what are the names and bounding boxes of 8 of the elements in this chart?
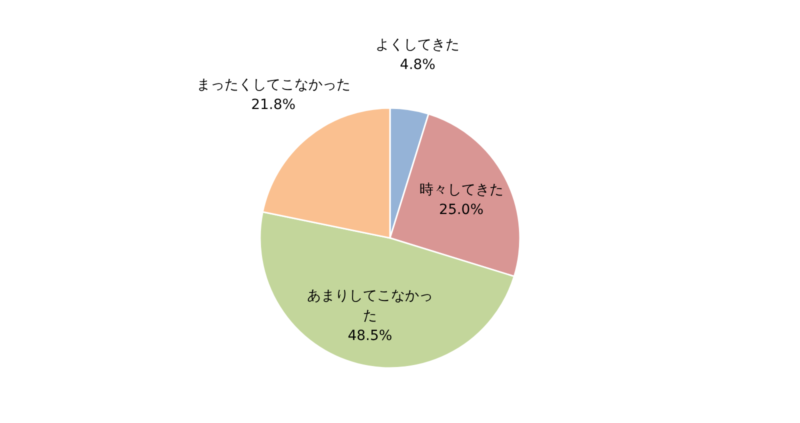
data-label: 21.8% (250, 96, 297, 115)
data-label: 48.5% (346, 327, 394, 346)
data-label: 25.0% (438, 201, 485, 220)
slice-label: まったくしてこなかった (195, 76, 352, 95)
slice-label: 時々してきた (418, 181, 504, 200)
data-label: 4.8% (398, 56, 436, 76)
slice-label: あまりしてこなかった (306, 287, 434, 326)
slice-label: よくしてきた (374, 36, 461, 56)
